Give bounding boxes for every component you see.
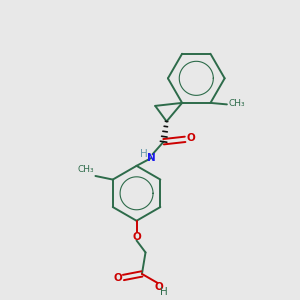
Text: CH₃: CH₃ (229, 99, 246, 108)
Text: H: H (140, 149, 148, 159)
Text: O: O (154, 282, 163, 292)
Text: H: H (160, 287, 168, 297)
Text: CH₃: CH₃ (77, 165, 94, 174)
Text: O: O (132, 232, 141, 242)
Text: O: O (114, 273, 123, 283)
Text: N: N (147, 153, 155, 163)
Text: O: O (186, 133, 195, 143)
